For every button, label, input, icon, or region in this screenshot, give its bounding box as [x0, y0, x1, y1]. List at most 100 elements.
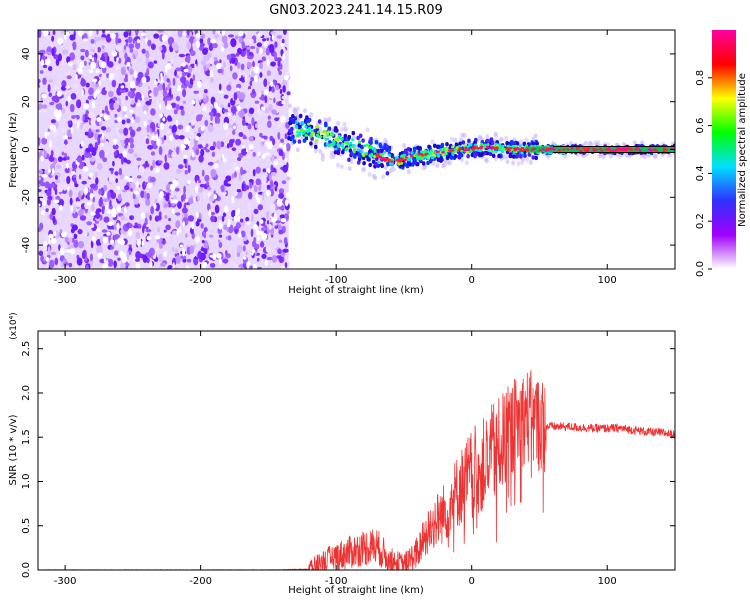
- ridge-body: [385, 171, 390, 176]
- ridge-body: [353, 154, 357, 159]
- ridge-body: [341, 150, 345, 155]
- noise-gap: [155, 133, 159, 141]
- noise-blob: [38, 250, 44, 257]
- noise-blob: [126, 118, 131, 124]
- noise-gap: [126, 61, 131, 67]
- noise-gap: [216, 62, 222, 70]
- noise-blob: [275, 84, 279, 91]
- noise-blob: [214, 204, 220, 214]
- noise-gap: [234, 166, 240, 170]
- noise-blob: [107, 61, 114, 68]
- noise-blob: [198, 91, 202, 101]
- noise-blob: [282, 164, 289, 173]
- noise-gap: [259, 47, 263, 55]
- ridge-core: [345, 140, 349, 144]
- ridge-peak: [519, 149, 523, 152]
- noise-blob: [239, 218, 244, 223]
- ridge-core: [364, 152, 368, 156]
- noise-blob: [61, 151, 65, 156]
- noise-blob: [69, 44, 73, 53]
- noise-gap: [246, 261, 251, 265]
- ridge-halo: [485, 134, 490, 139]
- noise-gap: [90, 61, 96, 70]
- ridge-halo: [584, 140, 588, 146]
- ridge-peak: [476, 147, 480, 150]
- noise-blob: [205, 70, 211, 77]
- noise-gap: [194, 63, 197, 69]
- ridge-core: [480, 142, 484, 146]
- noise-blob: [281, 95, 287, 100]
- noise-blob: [71, 237, 75, 243]
- ridge-body: [519, 154, 523, 159]
- noise-blob: [172, 77, 176, 86]
- noise-blob: [242, 136, 247, 140]
- ridge-peak: [417, 153, 421, 156]
- noise-blob: [237, 62, 241, 69]
- noise-gap: [155, 167, 160, 173]
- ridge-core: [383, 150, 387, 154]
- noise-blob: [205, 149, 210, 153]
- ridge-core: [358, 140, 362, 144]
- noise-blob: [69, 180, 74, 187]
- ridge-halo: [388, 168, 393, 174]
- ridge-body: [380, 148, 384, 153]
- noise-blob: [153, 60, 158, 64]
- noise-blob: [101, 73, 107, 81]
- noise-blob: [94, 229, 97, 238]
- noise-gap: [169, 183, 176, 191]
- noise-blob: [270, 31, 276, 35]
- noise-blob: [282, 85, 286, 93]
- noise-blob: [152, 159, 156, 169]
- noise-blob: [146, 124, 150, 133]
- noise-blob: [263, 78, 268, 88]
- noise-blob: [177, 201, 182, 209]
- ridge-peak: [505, 147, 509, 150]
- noise-blob: [181, 85, 185, 89]
- ridge-peak: [625, 148, 629, 151]
- ridge-body: [380, 162, 384, 168]
- noise-blob: [271, 155, 275, 162]
- noise-blob: [223, 212, 227, 217]
- noise-blob: [150, 151, 156, 156]
- ridge-halo: [653, 153, 657, 159]
- noise-gap: [154, 235, 161, 240]
- noise-blob: [213, 57, 218, 61]
- ridge-peak: [662, 147, 667, 150]
- noise-blob: [55, 175, 58, 180]
- noise-blob: [65, 85, 71, 89]
- ridge-core: [424, 155, 428, 159]
- noise-blob: [62, 49, 68, 55]
- ridge-halo: [640, 140, 645, 146]
- noise-gap: [255, 192, 258, 200]
- noise-blob: [110, 246, 114, 250]
- noise-blob: [159, 46, 163, 51]
- ridge-peak: [619, 147, 623, 150]
- noise-gap: [220, 46, 224, 53]
- ridge-peak: [545, 147, 550, 151]
- noise-gap: [95, 69, 100, 74]
- noise-blob: [285, 142, 291, 152]
- noise-blob: [234, 228, 238, 235]
- colorbar-label: Normalized spectral amplitude: [737, 73, 748, 227]
- noise-gap: [136, 181, 139, 189]
- ridge-halo: [391, 167, 396, 172]
- ridge-halo: [524, 137, 529, 143]
- ridge-body: [461, 140, 466, 145]
- noise-blob: [203, 146, 208, 151]
- noise-gap: [84, 187, 89, 194]
- noise-blob: [180, 109, 185, 116]
- ridge-halo: [320, 156, 325, 162]
- noise-blob: [45, 262, 49, 269]
- noise-blob: [236, 83, 242, 89]
- noise-blob: [278, 70, 283, 76]
- noise-blob: [57, 103, 63, 112]
- noise-gap: [65, 249, 71, 254]
- ridge-halo: [327, 116, 332, 122]
- ridge-halo: [383, 164, 388, 170]
- noise-blob: [252, 151, 256, 157]
- noise-blob: [125, 123, 131, 129]
- ridge-core: [341, 146, 345, 149]
- noise-blob: [116, 52, 119, 58]
- noise-blob: [227, 124, 233, 129]
- noise-blob: [106, 147, 111, 152]
